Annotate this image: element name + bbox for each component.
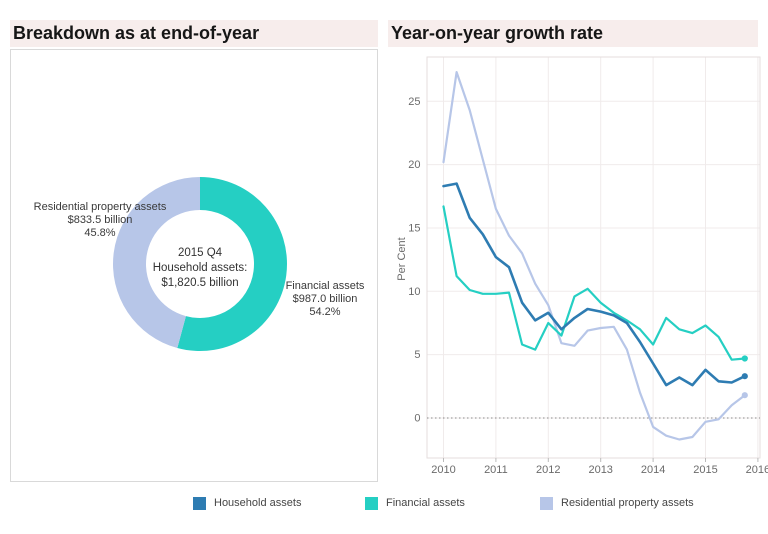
legend-swatch [193, 496, 206, 510]
x-axis-tick-label: 2015 [693, 464, 717, 476]
legend-item: Financial assets [365, 496, 465, 510]
x-axis-tick-label: 2010 [431, 464, 455, 476]
donut-label-residential: Residential property assets $833.5 billi… [15, 201, 185, 240]
donut-center-label: 2015 Q4 Household assets: $1,820.5 billi… [120, 246, 280, 291]
center-metric: Household assets: [152, 262, 248, 274]
donut-chart [113, 177, 288, 351]
y-axis-title: Per Cent [396, 237, 408, 280]
y-axis-tick-label: 0 [414, 413, 420, 425]
legend-label: Financial assets [386, 497, 465, 509]
donut-slice [113, 177, 200, 348]
legend-label: Household assets [214, 497, 302, 509]
left-panel-title: Breakdown as at end-of-year [10, 20, 378, 47]
center-period: 2015 Q4 [177, 247, 223, 259]
series-endpoint-dot [741, 373, 748, 380]
slice-value: $987.0 billion [292, 293, 358, 305]
legend-item: Household assets [193, 496, 301, 510]
series-endpoint-dot [741, 392, 748, 399]
x-axis-tick-label: 2011 [484, 464, 508, 476]
slice-percent: 45.8% [84, 227, 116, 239]
donut-label-financial: Financial assets $987.0 billion 54.2% [245, 280, 405, 319]
donut-chart-panel: Residential property assets $833.5 billi… [10, 49, 378, 482]
slice-value: $833.5 billion [67, 214, 133, 226]
chart-legend: Household assets Financial assets Resident… [0, 496, 768, 518]
series-line [442, 205, 746, 361]
slice-name: Residential property assets [33, 201, 167, 213]
x-axis-tick-label: 2013 [588, 464, 612, 476]
series-line [442, 70, 746, 441]
y-axis-tick-label: 25 [408, 96, 420, 108]
slice-percent: 54.2% [309, 306, 341, 318]
legend-swatch [365, 496, 378, 510]
x-axis-tick-label: 2014 [641, 464, 665, 476]
legend-label: Residential property assets [561, 497, 694, 509]
series-line [442, 182, 747, 387]
slice-name: Financial assets [285, 280, 365, 292]
x-axis-tick-label: 2012 [536, 464, 560, 476]
y-axis-tick-label: 20 [408, 159, 420, 171]
right-panel-title: Year-on-year growth rate [388, 20, 758, 47]
series-endpoint-dot [741, 355, 748, 362]
legend-item: Residential property assets [540, 496, 694, 510]
y-axis-tick-label: 10 [408, 286, 420, 298]
y-axis-tick-label: 5 [414, 349, 420, 361]
donut-slice [177, 177, 288, 351]
center-total: $1,820.5 billion [161, 277, 239, 289]
x-axis-tick-label: 2016 [746, 464, 768, 476]
plot-border [426, 56, 761, 459]
legend-swatch [540, 496, 553, 510]
y-axis-tick-label: 15 [408, 222, 420, 234]
line-chart: 0 5 10 15 20 25 Per Cent 2010 2011 2012 2013 2014 20… [396, 56, 768, 476]
